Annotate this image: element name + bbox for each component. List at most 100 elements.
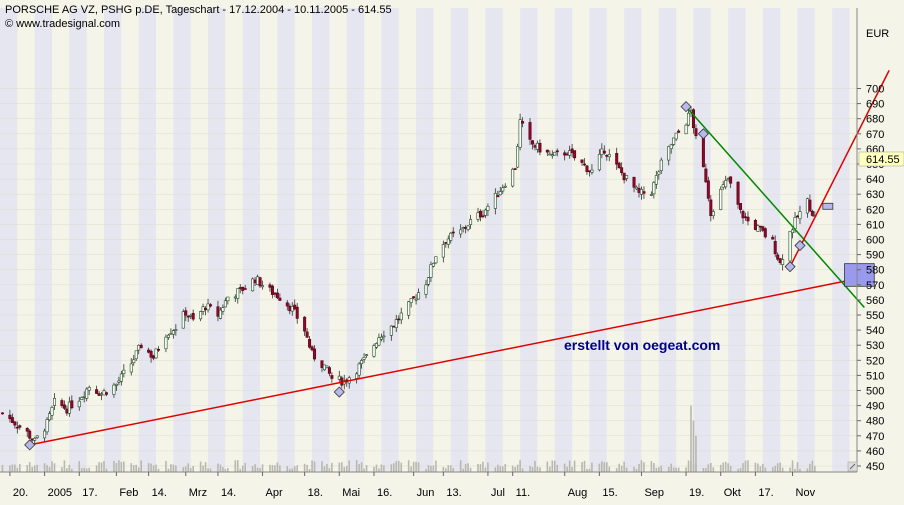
candle-body (25, 427, 29, 432)
candle-body (773, 241, 777, 255)
candle-body (30, 438, 34, 441)
volume-bar (781, 467, 784, 472)
week-band (728, 8, 746, 472)
trendline-marker[interactable] (680, 101, 692, 113)
candle-body (310, 346, 314, 351)
candle-body (241, 286, 245, 291)
candle-body (129, 363, 133, 373)
volume-bar (658, 467, 660, 472)
volume-bar (53, 463, 56, 472)
volume-bar (202, 465, 204, 472)
candle-body (80, 397, 84, 400)
volume-bar (762, 463, 764, 472)
target-box[interactable] (844, 263, 875, 287)
volume-bar (46, 465, 48, 472)
candle-body (377, 337, 381, 346)
candle-body (112, 384, 116, 395)
week-band (450, 8, 469, 472)
volume-bar (435, 460, 437, 472)
candle-body (65, 408, 69, 414)
volume-bar (113, 460, 115, 472)
volume-bar (135, 464, 138, 472)
volume-bar (482, 461, 484, 472)
y-tick-label: 520 (866, 355, 884, 367)
candle-body (498, 191, 502, 196)
candle-body (590, 169, 594, 173)
small-marker-box[interactable] (822, 202, 834, 210)
candle-body (104, 392, 108, 395)
volume-bar (620, 465, 623, 472)
trendline (685, 106, 865, 308)
y-tick-label: 530 (866, 340, 884, 352)
volume-bar (615, 468, 618, 472)
x-tick-label: Jun (417, 487, 435, 499)
trendline-marker[interactable] (333, 386, 345, 398)
y-tick-label: 680 (866, 114, 884, 126)
grid-lines (0, 88, 857, 467)
volume-bar (415, 461, 417, 472)
week-band (832, 8, 850, 472)
volume-bar (234, 460, 237, 472)
volume-bar (581, 462, 583, 472)
volume-bars (1, 405, 816, 472)
volume-bar (288, 468, 291, 472)
candle-body (253, 279, 257, 284)
volume-bar (36, 464, 38, 472)
candle-body (256, 276, 260, 285)
volume-bar (519, 460, 521, 472)
volume-bar (236, 460, 239, 472)
volume-bar (789, 467, 791, 472)
volume-bar (239, 468, 242, 472)
volume-bar (61, 467, 63, 472)
x-tick-label: 19. (689, 487, 704, 499)
volume-bar (660, 465, 663, 472)
candle-body (788, 231, 792, 262)
candle-body (516, 146, 520, 168)
volume-bar (556, 464, 559, 472)
volume-bar (464, 463, 467, 472)
volume-spike (690, 405, 692, 472)
currency-label: EUR (866, 28, 889, 40)
last-price-box (858, 151, 904, 167)
candle-body (303, 316, 307, 332)
candle-body (756, 225, 760, 232)
candle-body (441, 244, 445, 258)
x-tick-label: 17. (758, 487, 773, 499)
volume-bar (392, 463, 395, 472)
candle-body (701, 135, 705, 168)
volume-bar (380, 464, 383, 472)
candlesticks (0, 106, 817, 446)
volume-bar (33, 465, 36, 472)
trendline-marker[interactable] (697, 128, 709, 140)
candle-body (449, 232, 453, 241)
week-band (346, 8, 365, 472)
volume-bar (744, 460, 747, 472)
volume-bar (677, 467, 680, 472)
candle-body (87, 386, 91, 391)
volume-bar (539, 467, 541, 472)
candle-body (209, 304, 213, 307)
volume-bar (152, 465, 155, 472)
volume-bar (655, 467, 658, 472)
trendline-marker[interactable] (784, 261, 796, 273)
candle-body (704, 168, 708, 183)
candle-body (808, 199, 812, 212)
volume-bar (707, 464, 710, 472)
trendline-marker[interactable] (24, 439, 36, 451)
candle-body (568, 150, 572, 156)
volume-bar (360, 462, 363, 472)
volume-bar (771, 467, 774, 472)
candle-body (573, 150, 577, 159)
candle-body (305, 331, 309, 338)
volume-bar (776, 463, 779, 472)
trendline-marker[interactable] (794, 239, 806, 252)
volume-bar (291, 468, 294, 472)
volume-bar (487, 462, 489, 472)
volume-bar (363, 468, 365, 472)
volume-bar (430, 465, 432, 472)
resize-corner-icon[interactable] (847, 461, 858, 472)
volume-bar (296, 465, 299, 472)
volume-bar (553, 460, 556, 472)
volume-bar (477, 463, 479, 472)
candle-body (295, 306, 299, 319)
